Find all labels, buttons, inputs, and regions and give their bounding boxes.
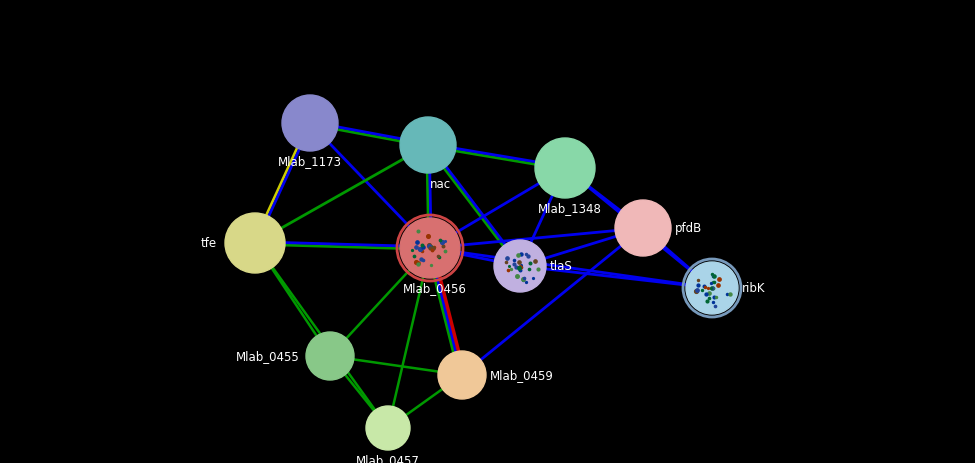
Text: ribK: ribK (742, 282, 765, 295)
Text: nac: nac (429, 177, 450, 190)
Text: tlaS: tlaS (550, 260, 572, 273)
Circle shape (225, 213, 285, 274)
Circle shape (535, 139, 595, 199)
Circle shape (615, 200, 671, 257)
Text: tfe: tfe (201, 237, 217, 250)
Circle shape (494, 240, 546, 292)
Circle shape (366, 406, 410, 450)
Text: Mlab_0457: Mlab_0457 (356, 454, 420, 463)
Text: Mlab_1173: Mlab_1173 (278, 155, 342, 168)
Circle shape (400, 118, 456, 174)
Circle shape (686, 263, 738, 314)
Text: Mlab_0459: Mlab_0459 (490, 369, 554, 382)
Text: Mlab_1348: Mlab_1348 (538, 202, 602, 215)
Circle shape (400, 219, 460, 278)
Text: Mlab_0455: Mlab_0455 (236, 350, 300, 363)
Circle shape (282, 96, 338, 152)
Circle shape (438, 351, 486, 399)
Text: pfdB: pfdB (675, 222, 702, 235)
Circle shape (306, 332, 354, 380)
Text: Mlab_0456: Mlab_0456 (403, 282, 467, 295)
